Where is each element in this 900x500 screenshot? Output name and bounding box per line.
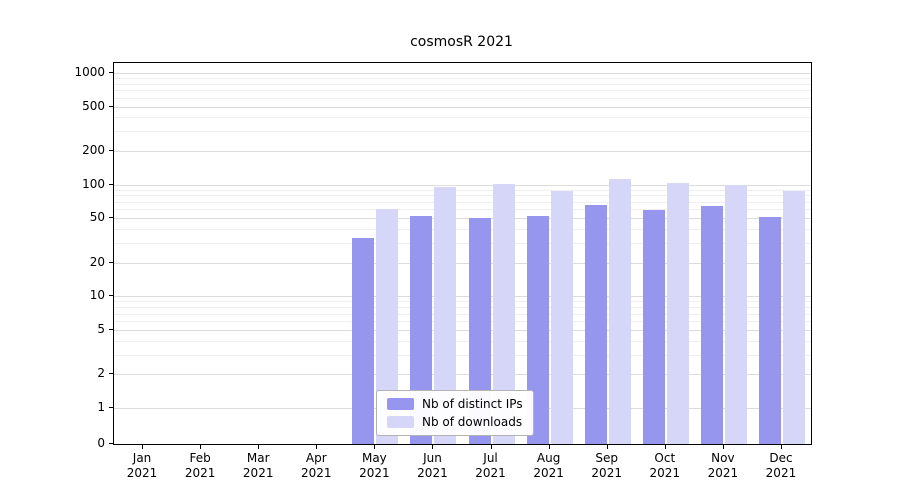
x-tick-mark (490, 445, 492, 449)
y-tick-label: 1 (97, 400, 105, 414)
x-tick-mark (316, 445, 318, 449)
bar-distinct-ips (758, 217, 781, 444)
x-tick-label: Mar 2021 (242, 451, 274, 480)
minor-gridline (114, 321, 811, 323)
x-tick-label: Jan 2021 (126, 451, 158, 480)
minor-gridline (114, 195, 811, 197)
x-tick-mark (780, 445, 782, 449)
x-tick-mark (432, 445, 434, 449)
x-tick-mark (142, 445, 144, 449)
major-gridline (114, 296, 811, 298)
x-tick-label: Nov 2021 (707, 451, 739, 480)
x-tick-mark (548, 445, 550, 449)
x-tick-label: Oct 2021 (649, 451, 681, 480)
y-tick-label: 100 (82, 176, 105, 191)
y-tick-label: 200 (82, 143, 105, 158)
minor-gridline (114, 83, 811, 85)
legend-item-downloads: Nb of downloads (387, 415, 523, 429)
x-tick-label: Jun 2021 (417, 451, 448, 480)
x-tick-mark (374, 445, 376, 449)
chart-title: cosmosR 2021 (410, 34, 513, 50)
y-tick-label: 50 (89, 210, 105, 225)
x-tick-mark (664, 445, 666, 449)
legend: Nb of distinct IPs Nb of downloads (376, 390, 534, 436)
bar-downloads (608, 179, 631, 444)
y-tick-mark (109, 105, 113, 107)
bar-distinct-ips (700, 206, 723, 444)
y-tick-mark (109, 217, 113, 219)
bar-downloads (550, 190, 573, 444)
minor-gridline (114, 229, 811, 231)
minor-gridline (114, 209, 811, 211)
bar-downloads (782, 190, 805, 444)
minor-gridline (114, 307, 811, 309)
legend-label-distinct-ips: Nb of distinct IPs (422, 397, 523, 411)
legend-label-downloads: Nb of downloads (422, 415, 523, 429)
major-gridline (114, 262, 811, 264)
y-tick-mark (109, 261, 113, 263)
x-tick-mark (200, 445, 202, 449)
minor-gridline (114, 90, 811, 92)
minor-gridline (114, 189, 811, 191)
x-tick-label: Sep 2021 (591, 451, 622, 480)
x-tick-label: Jul 2021 (475, 451, 506, 480)
bar-downloads (434, 187, 457, 444)
y-tick-mark (109, 407, 113, 408)
x-tick-mark (606, 445, 608, 449)
minor-gridline (114, 340, 811, 342)
y-tick-mark (109, 373, 113, 375)
y-tick-mark (109, 72, 113, 73)
y-tick-label: 20 (89, 254, 105, 269)
bar-distinct-ips (642, 210, 665, 444)
y-tick-mark (109, 328, 113, 330)
minor-gridline (114, 301, 811, 303)
minor-gridline (114, 97, 811, 99)
bar-downloads (666, 182, 689, 444)
y-tick-mark (109, 183, 113, 185)
major-gridline (114, 184, 811, 186)
x-tick-mark (722, 445, 724, 449)
y-tick-mark (109, 150, 113, 152)
bar-distinct-ips (468, 218, 491, 444)
x-tick-label: Feb 2021 (184, 451, 216, 480)
x-tick-mark (258, 445, 260, 449)
x-tick-label: Aug 2021 (533, 451, 564, 480)
x-tick-label: Dec 2021 (765, 451, 797, 480)
minor-gridline (114, 117, 811, 119)
minor-gridline (114, 201, 811, 203)
y-tick-mark (109, 443, 113, 444)
legend-item-distinct-ips: Nb of distinct IPs (387, 397, 523, 411)
major-gridline (114, 151, 811, 153)
major-gridline (114, 106, 811, 108)
x-tick-label: May 2021 (359, 451, 390, 480)
legend-swatch-distinct-ips (387, 398, 414, 410)
bar-downloads (376, 208, 399, 444)
y-tick-label: 1000 (74, 65, 105, 79)
bar-distinct-ips (584, 204, 607, 444)
y-tick-mark (109, 295, 113, 297)
y-tick-label: 5 (97, 321, 105, 336)
minor-gridline (114, 313, 811, 315)
minor-gridline (114, 131, 811, 133)
minor-gridline (114, 243, 811, 245)
bar-distinct-ips (410, 216, 433, 444)
bar-downloads (724, 184, 747, 444)
y-tick-label: 500 (82, 98, 105, 113)
major-gridline (114, 73, 811, 74)
plot-area (113, 62, 812, 445)
bar-distinct-ips (526, 216, 549, 444)
legend-swatch-downloads (387, 416, 414, 428)
x-tick-label: Apr 2021 (301, 451, 332, 480)
minor-gridline (114, 354, 811, 356)
minor-gridline (114, 78, 811, 80)
y-tick-label: 10 (89, 288, 105, 303)
major-gridline (114, 374, 811, 376)
y-tick-label: 2 (97, 366, 105, 381)
y-tick-label: 0 (97, 436, 105, 450)
major-gridline (114, 218, 811, 220)
bar-distinct-ips (352, 238, 375, 444)
major-gridline (114, 329, 811, 331)
bar-downloads (492, 184, 515, 444)
